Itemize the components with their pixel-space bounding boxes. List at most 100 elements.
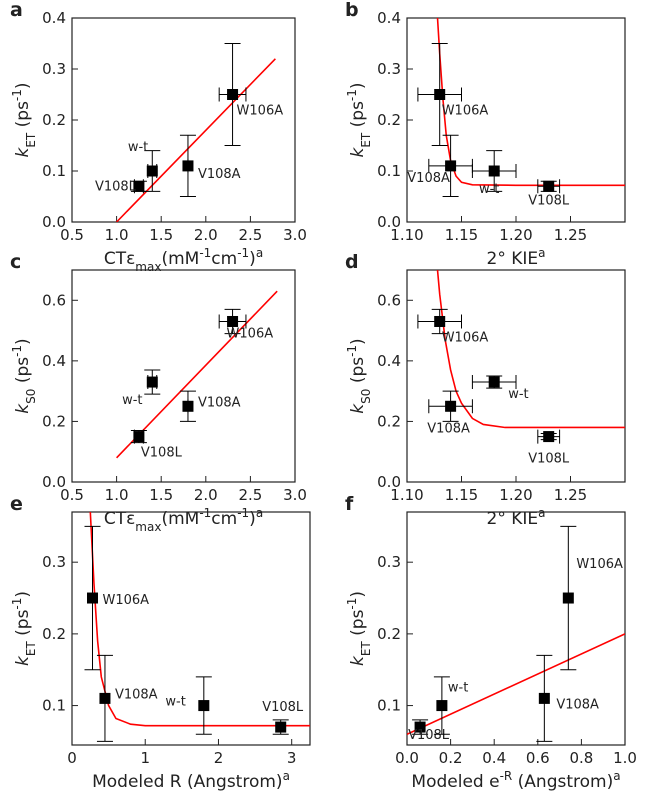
label-part: Modeled R (Angstrom) — [92, 772, 282, 792]
panel: a 0.5 1.0 1.5 2.0 2.5 3.0 0.0 0.1 0.2 0.3 0.4 CTεmax… — [10, 0, 307, 274]
label-part: ) — [348, 591, 368, 598]
y-tick-label: 0.2 — [42, 111, 66, 129]
point-label: w-t — [508, 387, 528, 402]
label-part: ) — [13, 82, 33, 89]
label-part: -1 — [10, 89, 24, 101]
x-tick-label: 1.5 — [149, 486, 173, 504]
label-part: (ps — [13, 609, 33, 641]
label-part: -1 — [199, 246, 211, 260]
label-part: -1 — [345, 598, 359, 610]
x-tick-label: 1.15 — [445, 226, 478, 244]
label-part: (ps — [13, 101, 33, 133]
x-tick-label: 3.0 — [283, 486, 307, 504]
y-tick-label: 0.4 — [377, 352, 401, 370]
label-part: -1 — [345, 89, 359, 101]
point-label: W106A — [442, 330, 489, 345]
x-tick-label: 0.5 — [60, 486, 84, 504]
label-part: (ps — [348, 609, 368, 641]
x-tick-label: 2.0 — [194, 486, 218, 504]
point-label: V108A — [198, 395, 241, 410]
point-label: W106A — [442, 104, 489, 119]
x-tick-label: 1.20 — [499, 226, 532, 244]
y-tick-label: 0.2 — [42, 412, 66, 430]
label-part: k — [348, 403, 368, 414]
fit-curve — [407, 633, 625, 735]
y-tick-label: 0.3 — [42, 553, 66, 571]
label-part: ET — [359, 132, 373, 148]
label-part: ) — [348, 82, 368, 89]
plot-frame — [71, 269, 296, 483]
point-label: W106A — [237, 104, 284, 119]
label-part: ) — [13, 338, 33, 345]
y-tick-label: 0.1 — [377, 697, 401, 715]
label-part: ET — [24, 641, 38, 657]
y-tick-label: 0.2 — [377, 412, 401, 430]
x-tick-label: 2 — [214, 749, 224, 767]
label-part: ET — [24, 132, 38, 148]
point-label: w-t — [165, 695, 185, 710]
plot-frame — [71, 511, 311, 746]
data-point — [436, 700, 448, 712]
point-label: w-t — [122, 393, 142, 408]
label-part: ) — [249, 509, 256, 529]
panel-letter: c — [10, 251, 21, 273]
label-part: -1 — [10, 598, 24, 610]
y-axis-label: kET (ps-1) — [10, 82, 38, 157]
label-part: cm — [211, 249, 237, 269]
y-tick-label: 0.4 — [377, 9, 401, 27]
data-point — [133, 180, 145, 192]
y-tick-label: 0.0 — [377, 213, 401, 231]
x-tick-label: 0 — [67, 749, 77, 767]
point-label: V108A — [407, 171, 450, 186]
data-point — [538, 692, 550, 704]
label-part: CTε — [104, 249, 135, 269]
y-tick-label: 0.3 — [377, 60, 401, 78]
x-axis-label: 2° KIEa — [487, 246, 546, 269]
data-point — [414, 721, 426, 733]
x-tick-label: 0.4 — [482, 749, 506, 767]
data-point — [562, 592, 574, 604]
y-tick-label: 0.1 — [42, 162, 66, 180]
label-part: -1 — [10, 345, 24, 357]
y-tick-label: 0.4 — [42, 352, 66, 370]
x-axis-label: 2° KIEa — [487, 506, 546, 529]
x-tick-label: 1.25 — [554, 486, 587, 504]
data-point — [227, 315, 239, 327]
y-axis-label: kS0 (ps-1) — [10, 338, 38, 413]
x-tick-label: 1.25 — [554, 226, 587, 244]
data-point — [133, 431, 145, 443]
y-tick-label: 0.1 — [42, 697, 66, 715]
point-label: V108A — [427, 421, 470, 436]
label-part: Modeled e — [411, 772, 499, 792]
data-point — [198, 700, 210, 712]
point-label: V108L — [262, 700, 304, 715]
label-part: -1 — [345, 345, 359, 357]
point-label: V108L — [528, 193, 570, 208]
point-label: W106A — [576, 557, 623, 572]
y-tick-label: 0.0 — [42, 213, 66, 231]
point-label: w-t — [128, 140, 148, 155]
label-part: max — [135, 260, 161, 274]
fit-curve — [116, 58, 276, 222]
label-part: -1 — [237, 506, 249, 520]
label-part: a — [538, 506, 545, 520]
y-axis-label: kS0 (ps-1) — [345, 338, 373, 413]
data-point — [445, 160, 457, 172]
y-tick-label: 0.4 — [42, 9, 66, 27]
data-point — [182, 400, 194, 412]
x-tick-label: 2.0 — [194, 226, 218, 244]
point-label: V108L — [95, 179, 137, 194]
panel-letter: d — [345, 251, 359, 273]
label-part: max — [135, 520, 161, 534]
data-point — [227, 89, 239, 100]
y-tick-label: 0.3 — [42, 60, 66, 78]
y-tick-label: 0.6 — [42, 291, 66, 309]
label-part: ET — [359, 641, 373, 657]
y-tick-label: 0.0 — [377, 473, 401, 491]
point-label: V108A — [556, 697, 599, 712]
panel: b 1.10 1.15 1.20 1.25 0.0 0.1 0.2 0.3 0.4 2° KIEa k… — [345, 0, 626, 269]
y-axis-label: kET (ps-1) — [345, 591, 373, 666]
